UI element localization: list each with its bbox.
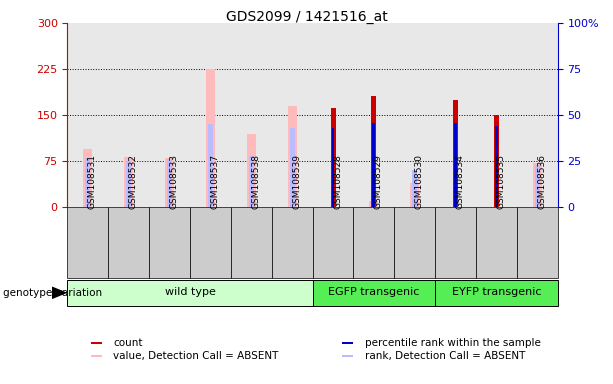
Text: GSM108536: GSM108536 <box>538 154 546 210</box>
Bar <box>435 207 476 278</box>
Bar <box>124 157 133 207</box>
Text: genotype/variation: genotype/variation <box>3 288 105 298</box>
Bar <box>149 207 190 278</box>
Bar <box>476 207 517 278</box>
Text: GDS2099 / 1421516_at: GDS2099 / 1421516_at <box>226 10 387 23</box>
Bar <box>494 115 499 207</box>
Bar <box>126 161 131 207</box>
Bar <box>342 355 353 357</box>
Text: value, Detection Call = ABSENT: value, Detection Call = ABSENT <box>113 351 279 361</box>
Bar <box>91 355 102 357</box>
Text: GSM108537: GSM108537 <box>210 154 219 210</box>
Bar <box>109 207 149 278</box>
Bar <box>517 207 558 278</box>
Text: GSM108531: GSM108531 <box>88 154 97 210</box>
Bar <box>206 69 215 207</box>
Bar <box>287 106 297 207</box>
Bar <box>370 201 378 207</box>
Text: GSM108539: GSM108539 <box>292 154 301 210</box>
Bar <box>435 280 558 306</box>
Bar <box>332 128 335 207</box>
Polygon shape <box>52 287 66 298</box>
Bar <box>533 162 542 207</box>
Bar <box>91 342 102 344</box>
Text: GSM108533: GSM108533 <box>170 154 178 210</box>
Text: rank, Detection Call = ABSENT: rank, Detection Call = ABSENT <box>365 351 525 361</box>
Bar <box>167 159 172 207</box>
Bar <box>354 207 394 278</box>
Text: EGFP transgenic: EGFP transgenic <box>328 287 420 297</box>
Bar <box>410 183 419 207</box>
Bar <box>330 108 335 207</box>
Text: GSM108530: GSM108530 <box>415 154 424 210</box>
Bar <box>247 134 256 207</box>
Text: GSM108535: GSM108535 <box>497 154 506 210</box>
Bar <box>85 157 90 207</box>
Text: count: count <box>113 338 143 348</box>
Bar <box>454 122 457 207</box>
Bar <box>373 122 375 207</box>
Bar <box>313 207 354 278</box>
Bar <box>342 342 353 344</box>
Text: GSM108529: GSM108529 <box>374 155 383 210</box>
Bar <box>313 280 435 306</box>
Text: GSM108528: GSM108528 <box>333 155 342 210</box>
Text: GSM108532: GSM108532 <box>129 155 138 210</box>
Bar <box>413 170 417 207</box>
Bar <box>371 96 376 207</box>
Bar <box>453 100 458 207</box>
Bar <box>290 128 295 207</box>
Bar <box>67 207 109 278</box>
Text: GSM108534: GSM108534 <box>455 155 465 210</box>
Bar <box>495 126 498 207</box>
Bar <box>272 207 313 278</box>
Bar <box>231 207 272 278</box>
Bar <box>83 149 93 207</box>
Bar <box>165 158 174 207</box>
Bar <box>190 207 231 278</box>
Text: GSM108538: GSM108538 <box>251 154 261 210</box>
Bar <box>535 165 540 207</box>
Bar <box>67 280 313 306</box>
Text: EYFP transgenic: EYFP transgenic <box>452 287 541 297</box>
Bar <box>394 207 435 278</box>
Bar <box>208 124 213 207</box>
Bar <box>249 156 254 207</box>
Text: wild type: wild type <box>165 287 215 297</box>
Text: percentile rank within the sample: percentile rank within the sample <box>365 338 541 348</box>
